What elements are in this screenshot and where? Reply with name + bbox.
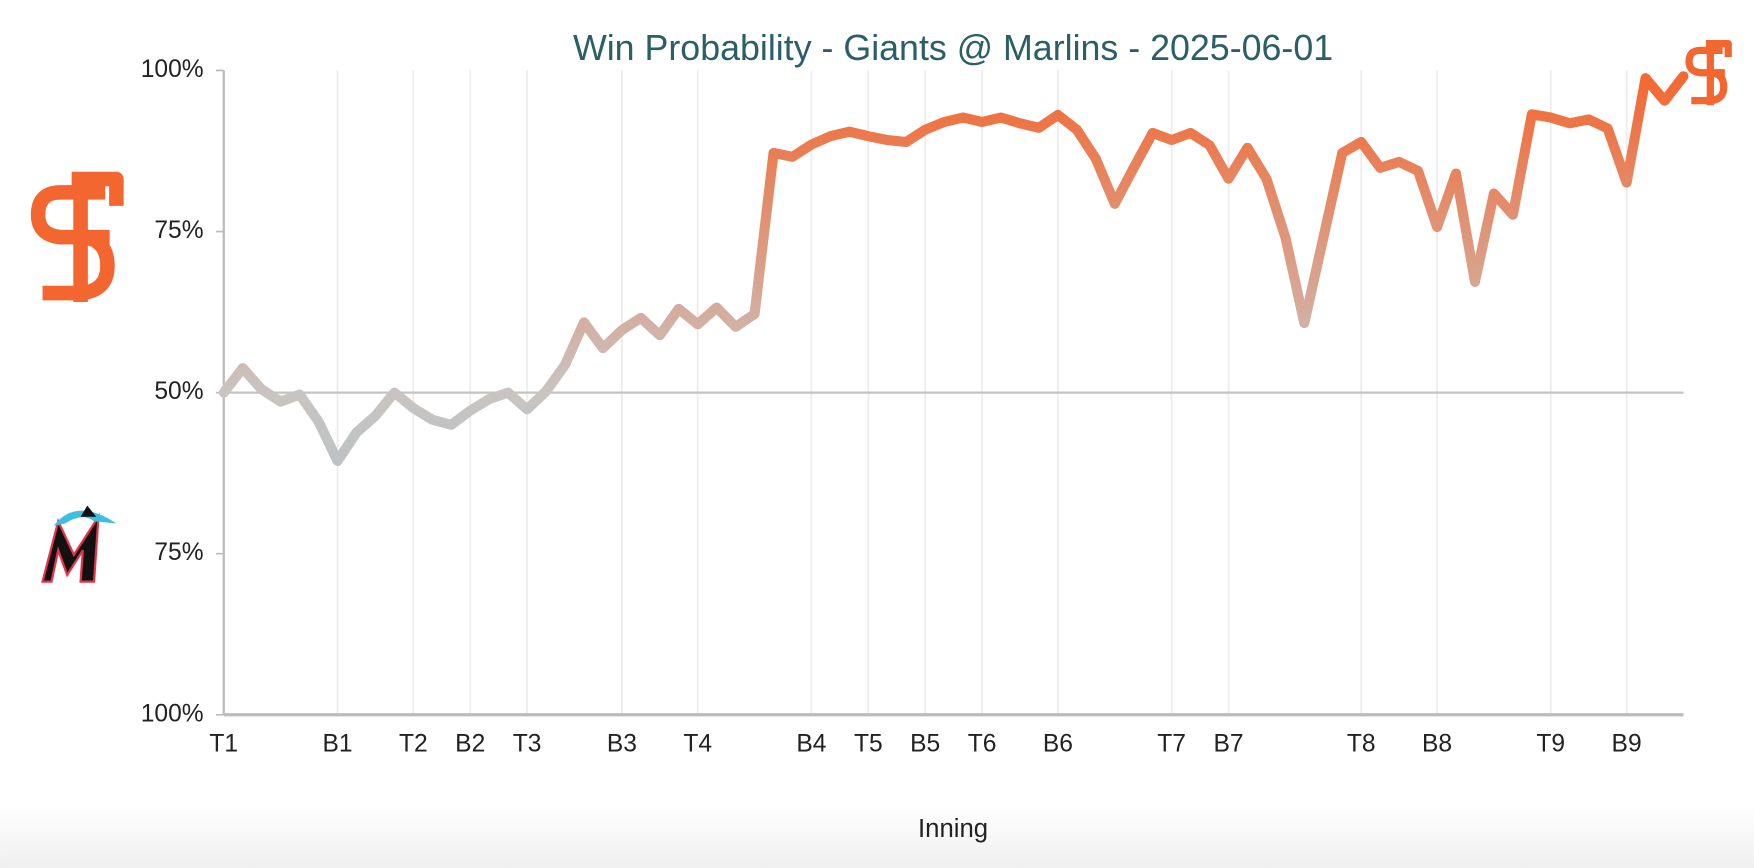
x-tick-label: T5 xyxy=(854,730,883,757)
x-tick-label: B1 xyxy=(322,730,352,757)
x-tick-label: T6 xyxy=(968,730,997,757)
win-probability-line xyxy=(218,71,1689,466)
x-tick-label: T2 xyxy=(399,730,428,757)
x-tick-label: B7 xyxy=(1213,730,1243,757)
x-tick-label: B9 xyxy=(1612,730,1642,757)
y-tick-label: 100% xyxy=(141,700,204,727)
marlins-logo xyxy=(41,505,117,583)
x-tick-label: B8 xyxy=(1422,730,1452,757)
x-tick-label: T7 xyxy=(1157,730,1186,757)
y-tick-label: 75% xyxy=(154,539,203,566)
y-tick-label: 50% xyxy=(154,378,203,405)
x-axis-label: Inning xyxy=(918,815,988,843)
x-tick-label: B6 xyxy=(1043,730,1073,757)
giants-logo xyxy=(30,171,124,303)
x-tick-label: T4 xyxy=(683,730,712,757)
x-tick-label: T9 xyxy=(1536,730,1565,757)
y-tick-label: 75% xyxy=(154,217,203,244)
y-tick-label: 100% xyxy=(141,56,204,83)
x-tick-label: T3 xyxy=(513,730,542,757)
x-tick-label: B3 xyxy=(607,730,637,757)
x-tick-label: B4 xyxy=(796,730,826,757)
giants-logo-small xyxy=(1685,39,1732,106)
x-tick-label: T1 xyxy=(209,730,238,757)
chart-title: Win Probability - Giants @ Marlins - 202… xyxy=(573,28,1333,68)
x-tick-label: B2 xyxy=(455,730,485,757)
x-tick-label: B5 xyxy=(910,730,940,757)
footer-shade xyxy=(0,805,1754,868)
x-tick-label: T8 xyxy=(1347,730,1376,757)
